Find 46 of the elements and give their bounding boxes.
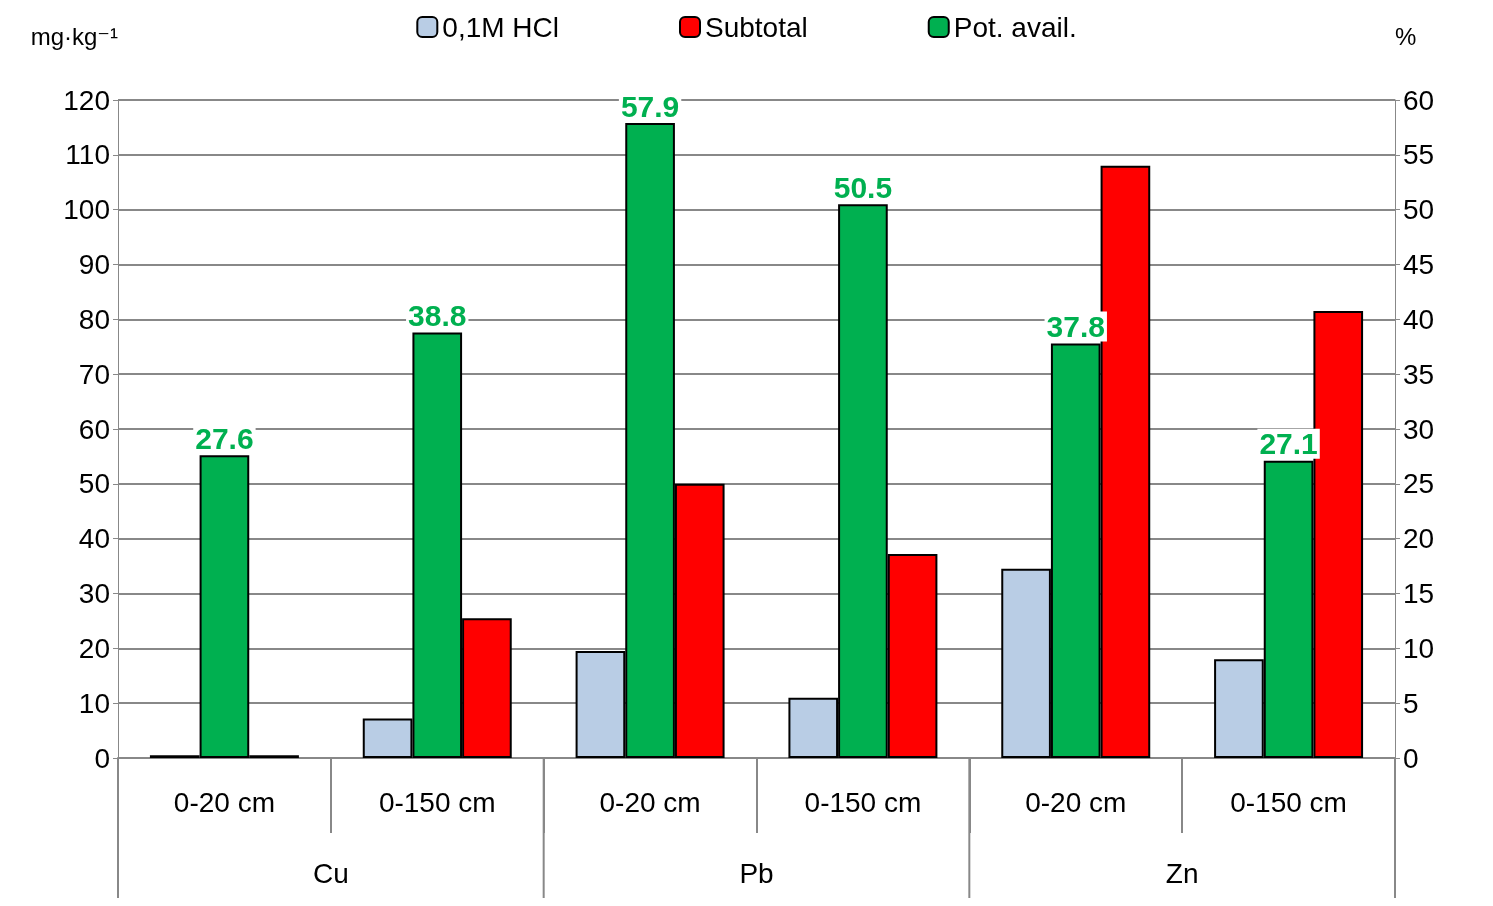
x-tick-label: 0-150 cm	[378, 786, 496, 818]
y2-tick-label: 50	[1403, 194, 1435, 226]
data-label: 27.6	[195, 421, 254, 455]
text: Cu	[312, 857, 349, 889]
x-tick-label: 0-150 cm	[804, 786, 922, 818]
y2-axis-title: %	[1395, 22, 1417, 50]
text: Zn	[1165, 857, 1199, 889]
data-label: 50.5	[833, 170, 893, 204]
y2-tick-label: 30	[1403, 413, 1435, 445]
x-tick-label: 0-20 cm	[173, 786, 275, 818]
y-tick-label: 40	[78, 523, 110, 555]
y2-tick-label: 15	[1403, 578, 1435, 609]
data-label: 38.8	[408, 298, 467, 332]
x-tick-label: 0-20 cm	[599, 786, 701, 818]
data-label: 27.1	[1259, 427, 1318, 461]
y-tick-label: 70	[78, 358, 110, 390]
y-tick-label: 80	[78, 303, 110, 335]
y-tick-label: 0	[94, 742, 110, 774]
y2-tick-label: 40	[1403, 303, 1435, 335]
legend-label: 0,1M HCl	[442, 11, 560, 43]
x-tick-label: 0-150 cm	[1230, 786, 1347, 818]
y2-tick-label: 25	[1403, 468, 1435, 500]
y-tick-label: 10	[78, 687, 110, 719]
data-label: 37.8	[1046, 309, 1105, 343]
y2-tick-label: 55	[1403, 139, 1435, 171]
y2-tick-label: 45	[1403, 249, 1435, 280]
y2-tick-label: 60	[1403, 84, 1435, 116]
y-tick-label: 110	[65, 139, 110, 171]
y-tick-label: 50	[78, 468, 110, 500]
x-tick-label: 0-20 cm	[1025, 786, 1127, 818]
y2-tick-label: 0	[1403, 742, 1419, 774]
y-tick-label: 60	[78, 413, 110, 445]
data-label: 57.9	[620, 89, 680, 123]
text: Pb	[739, 857, 774, 889]
y2-tick-label: 5	[1403, 687, 1419, 719]
y-tick-label: 100	[63, 194, 110, 226]
y-tick-label: 30	[78, 578, 110, 609]
y-tick-label: 20	[78, 632, 110, 664]
legend-label: Subtotal	[705, 11, 808, 43]
y2-tick-label: 10	[1403, 632, 1435, 664]
y-tick-label: 90	[78, 249, 110, 280]
y-tick-label: 120	[63, 84, 110, 116]
y2-tick-label: 20	[1403, 523, 1435, 555]
y2-tick-label: 35	[1403, 358, 1435, 390]
legend-label: Pot. avail.	[953, 11, 1077, 43]
y-axis-title: mg·kg⁻¹	[30, 22, 118, 50]
